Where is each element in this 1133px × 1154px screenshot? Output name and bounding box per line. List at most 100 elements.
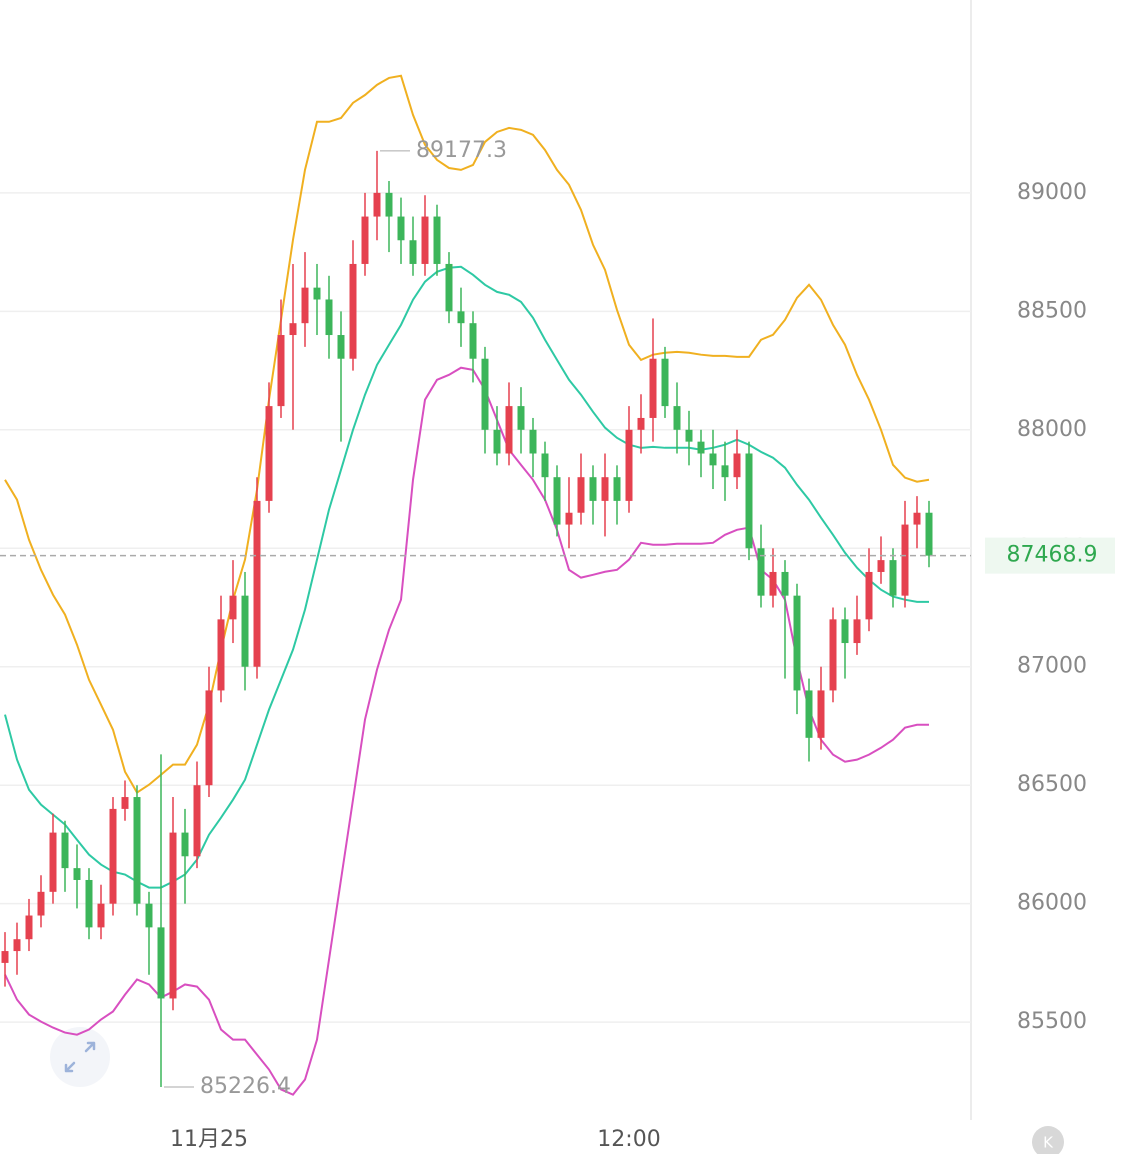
- candle-body: [349, 263, 357, 359]
- candle-body: [157, 927, 165, 999]
- candle-body: [61, 832, 69, 869]
- y-tick-label: 86500: [1017, 772, 1087, 797]
- candle-body: [445, 263, 453, 312]
- x-tick-label: 12:00: [597, 1127, 660, 1152]
- candle-body: [85, 879, 93, 928]
- y-tick-label: 88500: [1017, 298, 1087, 323]
- candle-body: [97, 903, 105, 928]
- candle-body: [229, 595, 237, 620]
- candle-body: [925, 512, 933, 556]
- candle-body: [901, 524, 909, 596]
- candle-body: [553, 477, 561, 525]
- candle-body: [181, 832, 189, 857]
- candle-body: [241, 595, 249, 667]
- candle-body: [709, 453, 717, 466]
- candle-body: [721, 465, 729, 478]
- last-price-bg: [985, 537, 1115, 574]
- candle-body: [841, 619, 849, 644]
- candle-body: [865, 571, 873, 620]
- candle-body: [673, 406, 681, 430]
- candle-body: [697, 441, 705, 454]
- candle-body: [733, 453, 741, 478]
- candle-body: [217, 619, 225, 691]
- candle-body: [373, 192, 381, 217]
- logo-text: K: [1043, 1134, 1054, 1152]
- expand-bg[interactable]: [50, 1027, 110, 1087]
- last-price-label: 87468.9: [1007, 543, 1098, 568]
- candle-body: [661, 358, 669, 407]
- candle-body: [409, 240, 417, 264]
- candle-body: [109, 808, 117, 904]
- y-tick-label: 86000: [1017, 891, 1087, 916]
- candle-body: [889, 560, 897, 596]
- candle-body: [649, 358, 657, 418]
- candle-body: [421, 216, 429, 264]
- candle-body: [325, 299, 333, 336]
- candle-body: [433, 216, 441, 264]
- candle-body: [13, 939, 21, 952]
- candle-body: [493, 429, 501, 454]
- candle-body: [793, 595, 801, 691]
- candle-body: [817, 690, 825, 738]
- candle-body: [541, 453, 549, 478]
- expand-icon[interactable]: [50, 1027, 110, 1087]
- candle-body: [829, 619, 837, 691]
- y-tick-label: 85500: [1017, 1009, 1087, 1034]
- max-label: 89177.3: [416, 138, 507, 163]
- candle-body: [205, 690, 213, 786]
- candle-body: [37, 891, 45, 916]
- band-line: [4, 74, 930, 794]
- candle-body: [193, 785, 201, 857]
- candle-body: [637, 417, 645, 430]
- candle-body: [469, 323, 477, 359]
- min-label: 85226.4: [200, 1074, 291, 1099]
- candle-body: [361, 216, 369, 264]
- candle-body: [601, 477, 609, 501]
- band-line: [4, 265, 929, 889]
- candle-body: [253, 500, 261, 667]
- x-tick-label: 11月25: [170, 1127, 248, 1152]
- candle-body: [613, 477, 621, 501]
- candle-body: [805, 690, 813, 738]
- candle-body: [529, 429, 537, 454]
- candle-body: [25, 915, 33, 940]
- candle-body: [121, 797, 129, 809]
- candle-body: [169, 832, 177, 999]
- candle-body: [685, 429, 693, 442]
- candle-body: [745, 453, 753, 549]
- candle-body: [625, 429, 633, 501]
- expand-glyph[interactable]: [64, 1041, 96, 1073]
- candle-body: [277, 335, 285, 407]
- candle-body: [757, 548, 765, 596]
- candle-body: [577, 477, 585, 513]
- candle-body: [145, 903, 153, 928]
- y-tick-label: 88000: [1017, 417, 1087, 442]
- candle-body: [49, 832, 57, 892]
- candle-body: [397, 216, 405, 241]
- candle-body: [913, 512, 921, 525]
- candle-body: [877, 560, 885, 572]
- logo-circle: [1032, 1126, 1064, 1154]
- candle-body: [781, 571, 789, 596]
- candle-body: [385, 192, 393, 217]
- y-tick-label: 87000: [1017, 654, 1087, 679]
- candle-body: [457, 311, 465, 324]
- candle-body: [313, 287, 321, 300]
- candle-body: [853, 619, 861, 644]
- candle-body: [301, 287, 309, 324]
- candle-body: [481, 358, 489, 430]
- candle-body: [769, 571, 777, 596]
- candle-body: [517, 406, 525, 430]
- candle-body: [289, 323, 297, 336]
- candle-body: [73, 868, 81, 880]
- candle-body: [565, 512, 573, 525]
- candle-body: [337, 335, 345, 359]
- candle-body: [265, 406, 273, 501]
- candle-body: [589, 477, 597, 501]
- candle-body: [505, 406, 513, 454]
- candle-body: [133, 797, 141, 904]
- y-tick-label: 89000: [1017, 180, 1087, 205]
- candle-body: [1, 951, 9, 963]
